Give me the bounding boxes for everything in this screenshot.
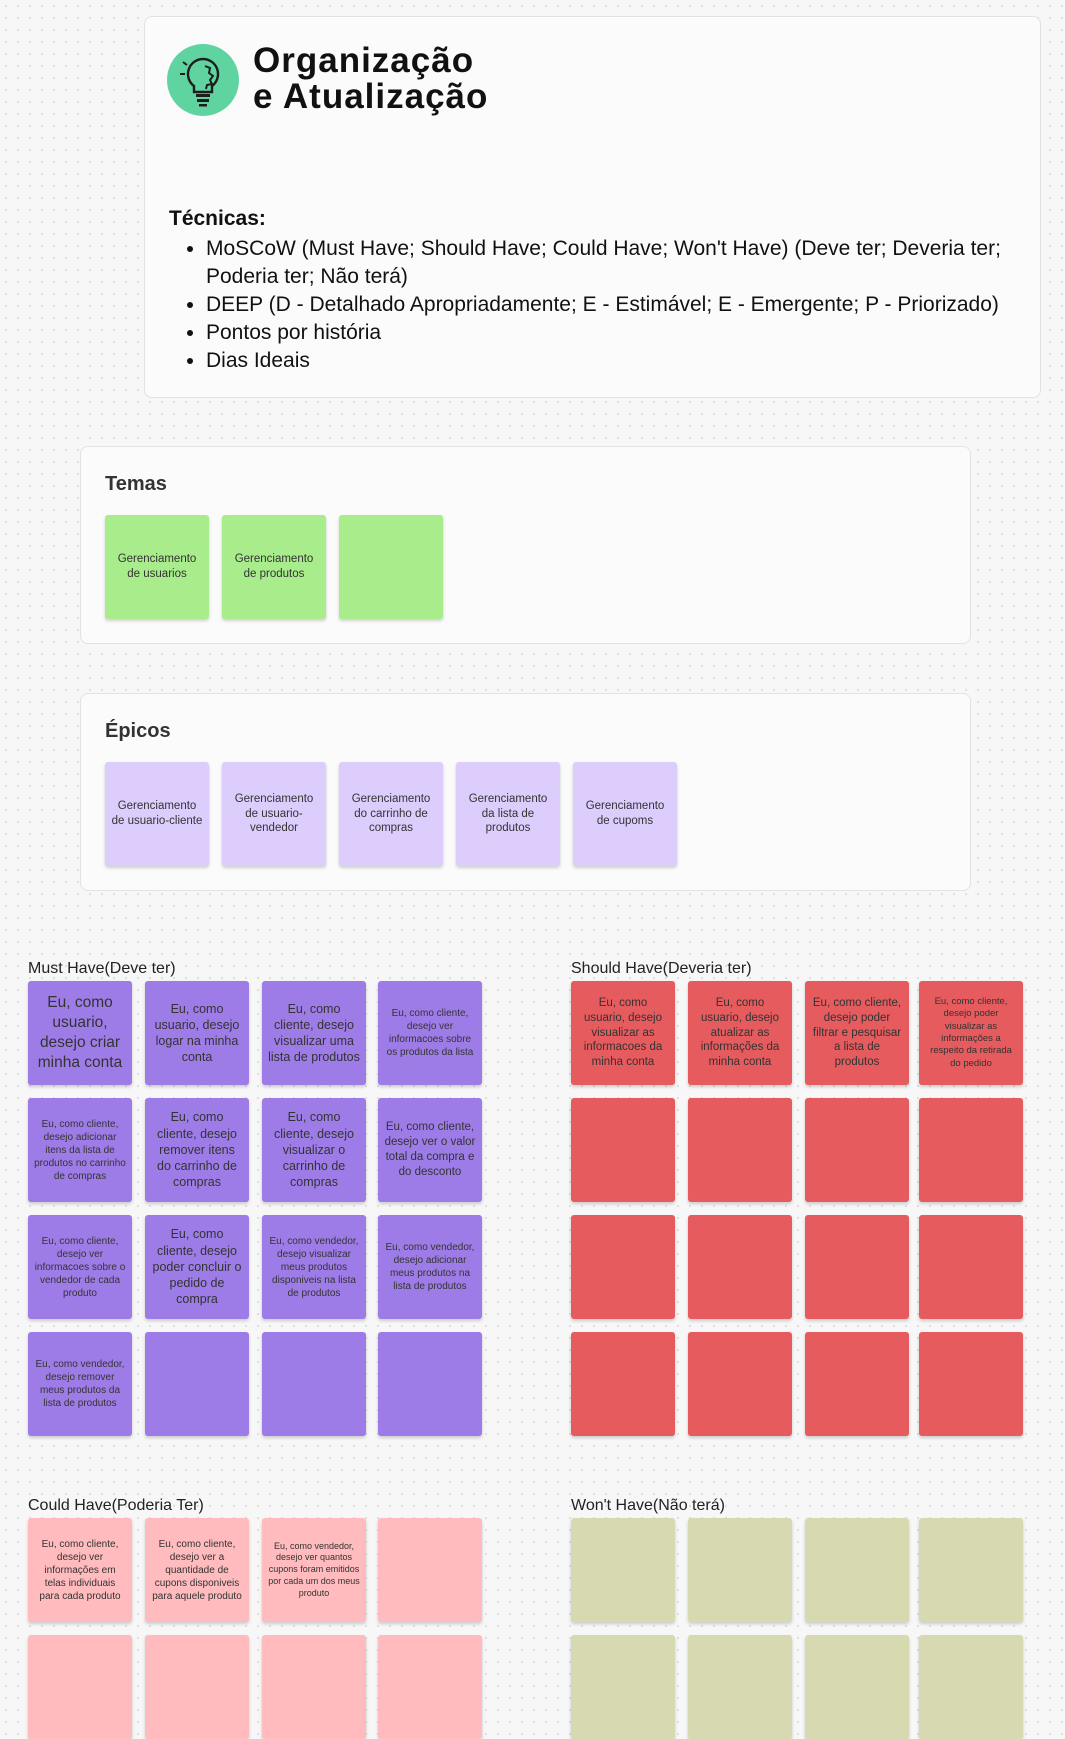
sticky-note[interactable]: Eu, como cliente, desejo poder concluir … bbox=[145, 1215, 249, 1319]
sticky-note[interactable] bbox=[919, 1518, 1023, 1622]
sticky-note[interactable] bbox=[688, 1518, 792, 1622]
could-have-label: Could Have(Poderia Ter) bbox=[28, 1497, 204, 1514]
sticky-note[interactable]: Eu, como usuario, desejo atualizar as in… bbox=[688, 981, 792, 1085]
sticky-note[interactable]: Eu, como vendedor, desejo visualizar meu… bbox=[262, 1215, 366, 1319]
sticky-note[interactable] bbox=[805, 1518, 909, 1622]
techniques-list: MoSCoW (Must Have; Should Have; Could Ha… bbox=[169, 235, 1029, 375]
sticky-note[interactable] bbox=[145, 1635, 249, 1739]
sticky-note[interactable]: Gerenciamento de produtos bbox=[222, 515, 326, 619]
sticky-note[interactable]: Eu, como cliente, desejo ver a quantidad… bbox=[145, 1518, 249, 1622]
sticky-note[interactable]: Eu, como cliente, desejo ver informacoes… bbox=[378, 981, 482, 1085]
sticky-note[interactable] bbox=[378, 1332, 482, 1436]
sticky-note[interactable] bbox=[339, 515, 443, 619]
sticky-note[interactable] bbox=[571, 1215, 675, 1319]
techniques-list-wrap: MoSCoW (Must Have; Should Have; Could Ha… bbox=[169, 235, 1029, 375]
sticky-note[interactable]: Eu, como vendedor, desejo adicionar meus… bbox=[378, 1215, 482, 1319]
sticky-note[interactable] bbox=[919, 1635, 1023, 1739]
sticky-note[interactable]: Eu, como cliente, desejo ver o valor tot… bbox=[378, 1098, 482, 1202]
technique-item: DEEP (D - Detalhado Apropriadamente; E -… bbox=[206, 291, 1029, 319]
technique-item: MoSCoW (Must Have; Should Have; Could Ha… bbox=[206, 235, 1029, 291]
technique-item: Pontos por história bbox=[206, 319, 1029, 347]
sticky-note[interactable] bbox=[805, 1635, 909, 1739]
header-frame: Organização e Atualização Técnicas: MoSC… bbox=[144, 16, 1041, 398]
sticky-note[interactable] bbox=[262, 1332, 366, 1436]
sticky-note[interactable] bbox=[571, 1332, 675, 1436]
sticky-note[interactable]: Eu, como usuario, desejo logar na minha … bbox=[145, 981, 249, 1085]
sticky-note[interactable] bbox=[28, 1635, 132, 1739]
sticky-note[interactable]: Eu, como cliente, desejo poder visualiza… bbox=[919, 981, 1023, 1085]
must-have-label: Must Have(Deve ter) bbox=[28, 960, 176, 977]
sticky-note[interactable]: Gerenciamento de usuarios bbox=[105, 515, 209, 619]
logo-icon bbox=[167, 44, 239, 116]
sticky-note[interactable]: Eu, como vendedor, desejo remover meus p… bbox=[28, 1332, 132, 1436]
wont-have-label: Won't Have(Não terá) bbox=[571, 1497, 725, 1514]
sticky-note[interactable]: Eu, como vendedor, desejo ver quantos cu… bbox=[262, 1518, 366, 1622]
sticky-note[interactable] bbox=[805, 1098, 909, 1202]
sticky-note[interactable]: Gerenciamento de usuario-vendedor bbox=[222, 762, 326, 866]
sticky-note[interactable] bbox=[919, 1098, 1023, 1202]
sticky-note[interactable]: Eu, como usuario, desejo visualizar as i… bbox=[571, 981, 675, 1085]
sticky-note[interactable] bbox=[571, 1635, 675, 1739]
sticky-note[interactable] bbox=[571, 1098, 675, 1202]
sticky-note[interactable]: Gerenciamento do carrinho de compras bbox=[339, 762, 443, 866]
sticky-note[interactable]: Gerenciamento de cupoms bbox=[573, 762, 677, 866]
techniques-label: Técnicas: bbox=[169, 207, 266, 230]
sticky-note[interactable] bbox=[378, 1635, 482, 1739]
sticky-note[interactable] bbox=[919, 1332, 1023, 1436]
sticky-note[interactable]: Gerenciamento de usuario-cliente bbox=[105, 762, 209, 866]
temas-title: Temas bbox=[105, 473, 167, 495]
sticky-note[interactable] bbox=[688, 1215, 792, 1319]
sticky-note[interactable] bbox=[688, 1635, 792, 1739]
sticky-note[interactable] bbox=[805, 1332, 909, 1436]
sticky-note[interactable] bbox=[262, 1635, 366, 1739]
sticky-note[interactable] bbox=[688, 1098, 792, 1202]
sticky-note[interactable] bbox=[805, 1215, 909, 1319]
temas-frame: Temas bbox=[80, 446, 971, 644]
sticky-note[interactable]: Eu, como cliente, desejo remover itens d… bbox=[145, 1098, 249, 1202]
should-have-label: Should Have(Deveria ter) bbox=[571, 960, 752, 977]
sticky-note[interactable]: Gerenciamento da lista de produtos bbox=[456, 762, 560, 866]
epicos-title: Épicos bbox=[105, 720, 171, 742]
sticky-note[interactable] bbox=[378, 1518, 482, 1622]
sticky-note[interactable]: Eu, como cliente, desejo ver informações… bbox=[28, 1518, 132, 1622]
technique-item: Dias Ideais bbox=[206, 347, 1029, 375]
sticky-note[interactable]: Eu, como usuario, desejo criar minha con… bbox=[28, 981, 132, 1085]
sticky-note[interactable] bbox=[145, 1332, 249, 1436]
sticky-note[interactable]: Eu, como cliente, desejo visualizar o ca… bbox=[262, 1098, 366, 1202]
sticky-note[interactable] bbox=[571, 1518, 675, 1622]
sticky-note[interactable] bbox=[919, 1215, 1023, 1319]
page-title: Organização e Atualização bbox=[253, 41, 489, 116]
sticky-note[interactable]: Eu, como cliente, desejo adicionar itens… bbox=[28, 1098, 132, 1202]
sticky-note[interactable]: Eu, como cliente, desejo ver informacoes… bbox=[28, 1215, 132, 1319]
sticky-note[interactable] bbox=[688, 1332, 792, 1436]
sticky-note[interactable]: Eu, como cliente, desejo visualizar uma … bbox=[262, 981, 366, 1085]
sticky-note[interactable]: Eu, como cliente, desejo poder filtrar e… bbox=[805, 981, 909, 1085]
